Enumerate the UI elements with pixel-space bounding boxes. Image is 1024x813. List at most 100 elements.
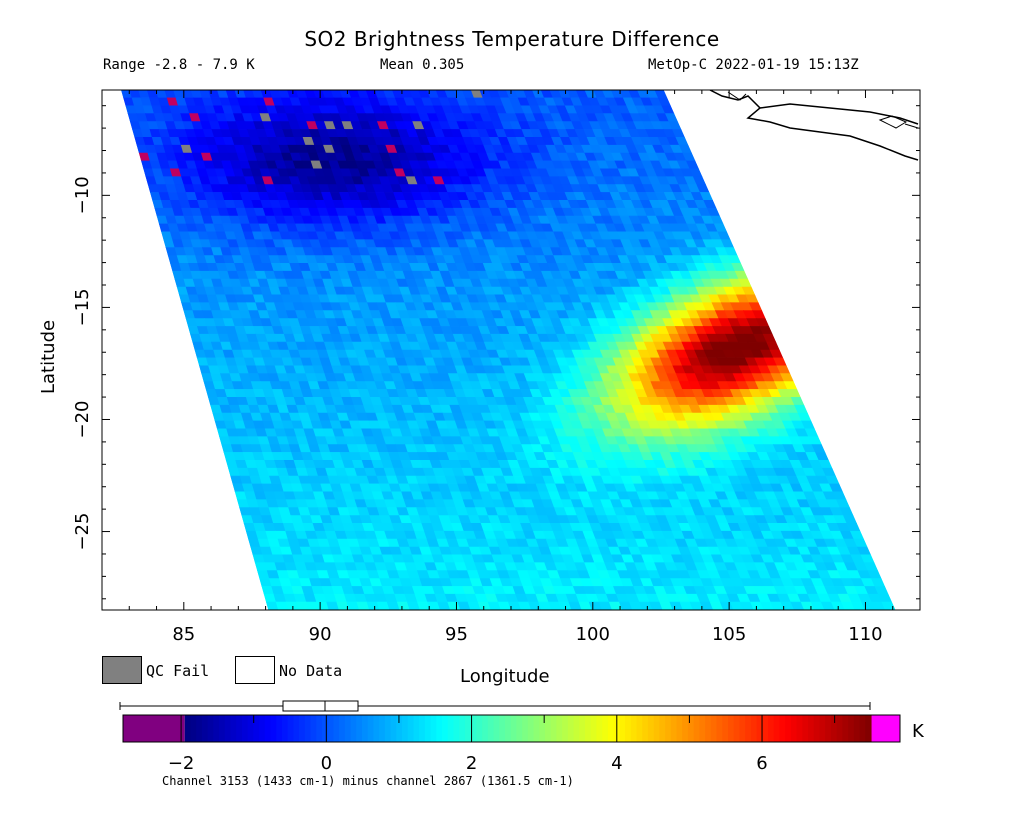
colorbar-segment: [367, 715, 375, 742]
colorbar-over: [870, 715, 900, 742]
colorbar-segment: [459, 715, 466, 742]
colorbar-segment: [413, 715, 420, 742]
colorbar-segment: [247, 715, 254, 742]
colorbar-segment: [379, 715, 386, 742]
colorbar-segment: [670, 715, 678, 742]
colorbar-segment: [693, 715, 700, 742]
colorbar-segment: [436, 715, 443, 742]
colorbar-segment: [407, 715, 415, 742]
colorbar-segment: [865, 715, 872, 742]
colorbar-segment: [316, 715, 323, 742]
colorbar-segment: [442, 715, 449, 742]
colorbar-segment: [253, 715, 260, 742]
colorbar-segment: [499, 715, 506, 742]
colorbar-segment: [527, 715, 535, 742]
colorbar-segment: [299, 715, 306, 742]
colorbar-segment: [219, 715, 226, 742]
colorbar-segment: [350, 715, 357, 742]
colorbar-segment: [642, 715, 649, 742]
x-tick-label: 100: [576, 624, 610, 645]
qc-fail-swatch: [102, 656, 142, 684]
colorbar-segment: [585, 715, 592, 742]
colorbar-segment: [768, 715, 775, 742]
colorbar-segment: [213, 715, 220, 742]
colorbar-segment: [270, 715, 277, 742]
colorbar-segment: [207, 715, 214, 742]
colorbar-segment: [567, 715, 575, 742]
x-tick-label: 105: [712, 624, 746, 645]
y-tick-label: −15: [72, 288, 93, 326]
y-tick-label: −10: [72, 176, 93, 214]
colorbar-segment: [321, 715, 329, 742]
colorbar-segment: [344, 715, 352, 742]
y-tick-label: −20: [72, 400, 93, 438]
colorbar: −2 0 2 4 6: [122, 714, 901, 774]
colorbar-segment: [665, 715, 672, 742]
colorbar-segment: [579, 715, 586, 742]
colorbar-segment: [625, 715, 632, 742]
colorbar-segment: [464, 715, 472, 742]
colorbar-segment: [619, 715, 626, 742]
colorbar-segment: [287, 715, 294, 742]
colorbar-segment: [356, 715, 363, 742]
colorbar-segment: [362, 715, 369, 742]
colorbar-tick-label: 2: [466, 753, 477, 774]
satellite-time-label: MetOp-C 2022-01-19 15:13Z: [648, 57, 859, 73]
colorbar-segment: [304, 715, 312, 742]
colorbar-segment: [590, 715, 598, 742]
colorbar-segment: [808, 715, 815, 742]
colorbar-segment: [796, 715, 803, 742]
y-tick-label: −25: [72, 513, 93, 551]
colorbar-segment: [687, 715, 695, 742]
colorbar-segment: [276, 715, 283, 742]
colorbar-segment: [550, 715, 558, 742]
colorbar-segment: [682, 715, 689, 742]
colorbar-segment: [813, 715, 821, 742]
colorbar-segment: [236, 715, 243, 742]
colorbar-tick-label: −2: [168, 753, 195, 774]
x-tick-label: 95: [445, 624, 468, 645]
colorbar-segment: [607, 715, 615, 742]
colorbar-segment: [196, 715, 203, 742]
colorbar-tick-label: 6: [756, 753, 767, 774]
colorbar-segment: [853, 715, 861, 742]
colorbar-segment: [293, 715, 300, 742]
colorbar-segment: [533, 715, 540, 742]
colorbar-segment: [699, 715, 706, 742]
colorbar-segment: [750, 715, 758, 742]
colorbar-segment: [842, 715, 849, 742]
no-data-swatch: [235, 656, 275, 684]
colorbar-segment: [745, 715, 752, 742]
colorbar-segment: [556, 715, 563, 742]
colorbar-segment: [602, 715, 609, 742]
colorbar-segment: [224, 715, 232, 742]
colorbar-segment: [447, 715, 455, 742]
colorbar-segment: [419, 715, 426, 742]
colorbar-segment: [762, 715, 769, 742]
colorbar-segment: [281, 715, 289, 742]
coastline: [709, 90, 919, 161]
colorbar-segment: [859, 715, 866, 742]
colorbar-segment: [476, 715, 483, 742]
colorbar-under: [123, 715, 185, 742]
colorbar-segment: [259, 715, 266, 742]
colorbar-segment: [522, 715, 529, 742]
heatmap-cells: [121, 90, 896, 610]
colorbar-segment: [848, 715, 855, 742]
colorbar-segment: [653, 715, 660, 742]
qc-fail-label: QC Fail: [146, 662, 210, 680]
colorbar-segment: [396, 715, 403, 742]
colorbar-segment: [384, 715, 392, 742]
colorbar-segment: [659, 715, 666, 742]
colorbar-segment: [190, 715, 197, 742]
x-axis-label: Longitude: [460, 666, 550, 687]
chart-title: SO2 Brightness Temperature Difference: [304, 27, 720, 51]
x-tick-label: 85: [172, 624, 195, 645]
y-axis-label: Latitude: [38, 319, 59, 394]
colorbar-segment: [836, 715, 843, 742]
colorbar-segment: [453, 715, 460, 742]
colorbar-segment: [504, 715, 512, 742]
colorbar-segment: [722, 715, 729, 742]
colorbar-segment: [705, 715, 712, 742]
